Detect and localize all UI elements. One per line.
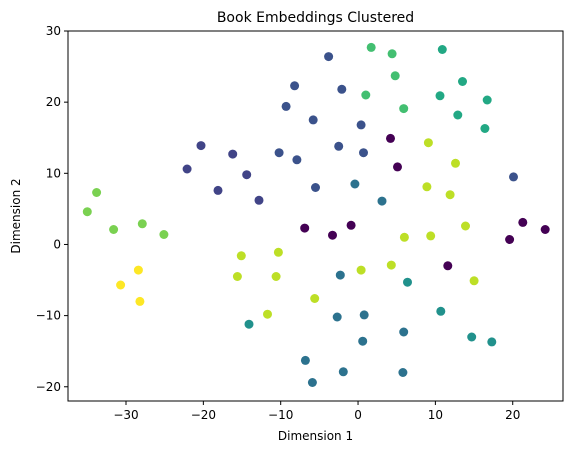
scatter-point xyxy=(480,124,490,133)
scatter-point xyxy=(359,148,368,158)
scatter-point xyxy=(451,158,460,168)
scatter-point xyxy=(356,265,366,275)
scatter-point xyxy=(135,296,145,306)
scatter-point xyxy=(436,306,446,316)
scatter-point xyxy=(334,141,344,151)
scatter-point xyxy=(290,81,300,91)
x-tick-label: 0 xyxy=(354,408,362,422)
scatter-point xyxy=(263,309,272,319)
scatter-point xyxy=(467,332,477,342)
x-tick-label: 10 xyxy=(428,408,443,422)
scatter-point xyxy=(274,148,284,158)
scatter-point xyxy=(328,230,337,240)
scatter-point xyxy=(366,42,376,52)
scatter-point xyxy=(505,235,515,244)
y-tick-label: −10 xyxy=(36,309,61,323)
y-tick-label: 30 xyxy=(46,24,61,38)
scatter-point xyxy=(518,217,528,227)
x-tick-label: −20 xyxy=(191,408,216,422)
scatter-point xyxy=(443,261,453,271)
scatter-point xyxy=(82,207,92,217)
scatter-point xyxy=(453,110,463,120)
scatter-point xyxy=(337,84,347,94)
scatter-point xyxy=(271,272,281,281)
scatter-point xyxy=(393,162,402,172)
scatter-point xyxy=(350,179,360,189)
scatter-point xyxy=(399,327,409,337)
scatter-point xyxy=(361,90,371,100)
scatter-point xyxy=(133,265,143,275)
scatter-point xyxy=(487,337,497,347)
scatter-point xyxy=(346,220,356,230)
y-tick-label: 20 xyxy=(46,95,61,109)
points-layer xyxy=(82,42,550,387)
scatter-point xyxy=(92,188,102,197)
scatter-point xyxy=(445,190,455,200)
scatter-point xyxy=(300,355,310,365)
scatter-point xyxy=(426,231,436,241)
scatter-point xyxy=(116,280,126,290)
scatter-point xyxy=(482,95,492,105)
scatter-point xyxy=(137,219,147,229)
scatter-point xyxy=(437,45,447,54)
scatter-point xyxy=(242,170,252,180)
scatter-point xyxy=(236,251,246,261)
scatter-point xyxy=(311,183,320,192)
y-axis-ticks: −20 −10 0 10 20 30 xyxy=(36,24,68,394)
scatter-point xyxy=(399,104,409,114)
scatter-point xyxy=(332,312,342,322)
scatter-point xyxy=(182,164,192,174)
scatter-point xyxy=(307,378,317,387)
scatter-point xyxy=(386,260,396,270)
plot-frame xyxy=(67,30,564,402)
scatter-point xyxy=(310,294,320,303)
scatter-point xyxy=(356,120,366,130)
scatter-point xyxy=(281,101,291,111)
scatter-point xyxy=(292,155,302,165)
x-tick-label: 20 xyxy=(505,408,520,422)
scatter-point xyxy=(398,368,408,377)
scatter-point xyxy=(403,277,412,287)
y-axis-label: Dimension 2 xyxy=(9,178,23,253)
scatter-point xyxy=(399,232,409,242)
x-axis-label: Dimension 1 xyxy=(278,429,353,443)
scatter-point xyxy=(435,91,445,101)
scatter-point xyxy=(324,52,334,62)
scatter-point xyxy=(458,77,467,86)
scatter-point xyxy=(109,225,119,234)
x-tick-label: −10 xyxy=(268,408,293,422)
chart-title: Book Embeddings Clustered xyxy=(217,10,414,26)
scatter-point xyxy=(232,272,242,281)
x-axis-ticks: −30 −20 −10 0 10 20 xyxy=(113,401,520,422)
scatter-point xyxy=(509,172,518,182)
scatter-point xyxy=(213,185,223,195)
scatter-point xyxy=(359,310,369,320)
scatter-point xyxy=(469,276,479,286)
scatter-point xyxy=(422,182,432,192)
scatter-point xyxy=(273,247,283,257)
scatter-point xyxy=(159,230,169,239)
scatter-point xyxy=(377,196,387,206)
scatter-point xyxy=(300,223,310,233)
scatter-point xyxy=(387,49,397,59)
scatter-point xyxy=(540,225,550,234)
scatter-point xyxy=(335,270,345,280)
scatter-point xyxy=(196,141,206,151)
y-tick-label: −20 xyxy=(36,380,61,394)
scatter-point xyxy=(358,336,368,346)
scatter-point xyxy=(254,195,264,205)
scatter-point xyxy=(308,115,318,125)
scatter-point xyxy=(386,133,395,143)
scatter-point xyxy=(338,367,348,377)
x-tick-label: −30 xyxy=(113,408,138,422)
y-tick-label: 0 xyxy=(53,237,61,251)
scatter-point xyxy=(461,221,470,231)
scatter-point xyxy=(390,71,400,81)
scatter-point xyxy=(244,319,254,329)
y-tick-label: 10 xyxy=(46,166,61,180)
scatter-point xyxy=(228,149,238,159)
scatter-point xyxy=(423,138,433,148)
